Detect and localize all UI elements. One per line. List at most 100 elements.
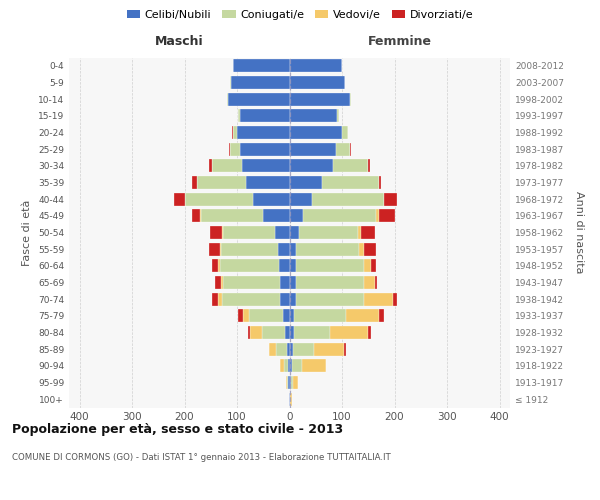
Bar bbox=[364, 260, 371, 272]
Bar bbox=[296, 276, 364, 289]
Bar bbox=[290, 360, 292, 372]
Bar bbox=[290, 142, 336, 156]
Bar bbox=[290, 60, 342, 72]
Bar bbox=[342, 126, 348, 139]
Bar bbox=[221, 276, 223, 289]
Bar bbox=[290, 192, 311, 205]
Bar bbox=[237, 126, 290, 139]
Bar bbox=[280, 292, 290, 306]
Bar bbox=[374, 276, 377, 289]
Bar bbox=[332, 160, 368, 172]
Bar bbox=[218, 292, 222, 306]
Bar bbox=[247, 176, 290, 189]
Bar bbox=[290, 210, 302, 222]
Bar bbox=[239, 142, 290, 156]
Bar bbox=[291, 376, 293, 389]
Bar bbox=[287, 376, 289, 389]
Bar bbox=[290, 242, 296, 256]
Bar bbox=[263, 210, 290, 222]
Bar bbox=[296, 242, 359, 256]
Bar bbox=[288, 360, 290, 372]
Bar bbox=[200, 210, 202, 222]
Bar bbox=[193, 210, 200, 222]
Bar bbox=[269, 342, 277, 355]
Bar bbox=[364, 292, 393, 306]
Text: Femmine: Femmine bbox=[368, 36, 432, 49]
Bar bbox=[210, 226, 222, 239]
Bar bbox=[296, 260, 364, 272]
Bar bbox=[248, 326, 250, 339]
Bar bbox=[361, 226, 375, 239]
Bar bbox=[202, 210, 263, 222]
Bar bbox=[344, 342, 346, 355]
Bar bbox=[290, 392, 292, 406]
Bar bbox=[218, 260, 220, 272]
Bar bbox=[290, 292, 296, 306]
Bar bbox=[227, 92, 290, 106]
Legend: Celibi/Nubili, Coniugati/e, Vedovi/e, Divorziati/e: Celibi/Nubili, Coniugati/e, Vedovi/e, Di… bbox=[122, 6, 478, 25]
Bar bbox=[223, 292, 280, 306]
Bar bbox=[230, 76, 290, 89]
Bar bbox=[209, 160, 212, 172]
Bar bbox=[379, 176, 382, 189]
Bar bbox=[359, 242, 364, 256]
Bar bbox=[229, 142, 230, 156]
Bar bbox=[233, 60, 290, 72]
Bar bbox=[364, 276, 374, 289]
Bar bbox=[311, 192, 384, 205]
Bar bbox=[364, 242, 376, 256]
Bar bbox=[368, 326, 371, 339]
Bar bbox=[212, 292, 218, 306]
Bar bbox=[290, 176, 322, 189]
Bar bbox=[292, 360, 302, 372]
Bar bbox=[222, 226, 223, 239]
Bar bbox=[193, 176, 197, 189]
Bar bbox=[350, 142, 352, 156]
Text: Maschi: Maschi bbox=[155, 36, 203, 49]
Bar bbox=[287, 342, 290, 355]
Bar bbox=[293, 342, 314, 355]
Bar bbox=[242, 160, 290, 172]
Text: Popolazione per età, sesso e stato civile - 2013: Popolazione per età, sesso e stato civil… bbox=[12, 422, 343, 436]
Bar bbox=[331, 326, 368, 339]
Bar bbox=[275, 226, 290, 239]
Bar bbox=[296, 292, 364, 306]
Bar bbox=[220, 242, 221, 256]
Bar bbox=[286, 376, 287, 389]
Bar bbox=[279, 260, 290, 272]
Bar bbox=[290, 92, 350, 106]
Bar bbox=[393, 292, 397, 306]
Bar bbox=[314, 342, 344, 355]
Bar bbox=[384, 192, 397, 205]
Bar bbox=[232, 126, 233, 139]
Bar bbox=[209, 242, 220, 256]
Bar bbox=[212, 260, 218, 272]
Bar bbox=[212, 160, 242, 172]
Text: COMUNE DI CORMONS (GO) - Dati ISTAT 1° gennaio 2013 - Elaborazione TUTTAITALIA.I: COMUNE DI CORMONS (GO) - Dati ISTAT 1° g… bbox=[12, 452, 391, 462]
Bar bbox=[286, 326, 290, 339]
Bar bbox=[221, 242, 278, 256]
Bar bbox=[233, 126, 237, 139]
Bar bbox=[379, 310, 384, 322]
Bar bbox=[185, 192, 253, 205]
Bar bbox=[238, 310, 243, 322]
Bar bbox=[284, 360, 288, 372]
Bar bbox=[290, 376, 291, 389]
Bar bbox=[290, 126, 342, 139]
Bar bbox=[250, 326, 262, 339]
Bar bbox=[302, 360, 326, 372]
Bar bbox=[290, 160, 332, 172]
Bar bbox=[289, 376, 290, 389]
Bar bbox=[249, 310, 283, 322]
Bar bbox=[174, 192, 185, 205]
Bar bbox=[230, 142, 239, 156]
Bar bbox=[243, 310, 249, 322]
Bar bbox=[294, 326, 331, 339]
Bar bbox=[290, 260, 296, 272]
Bar bbox=[223, 226, 275, 239]
Bar bbox=[346, 310, 379, 322]
Bar bbox=[368, 160, 370, 172]
Bar bbox=[239, 110, 290, 122]
Bar bbox=[358, 226, 361, 239]
Bar bbox=[262, 326, 286, 339]
